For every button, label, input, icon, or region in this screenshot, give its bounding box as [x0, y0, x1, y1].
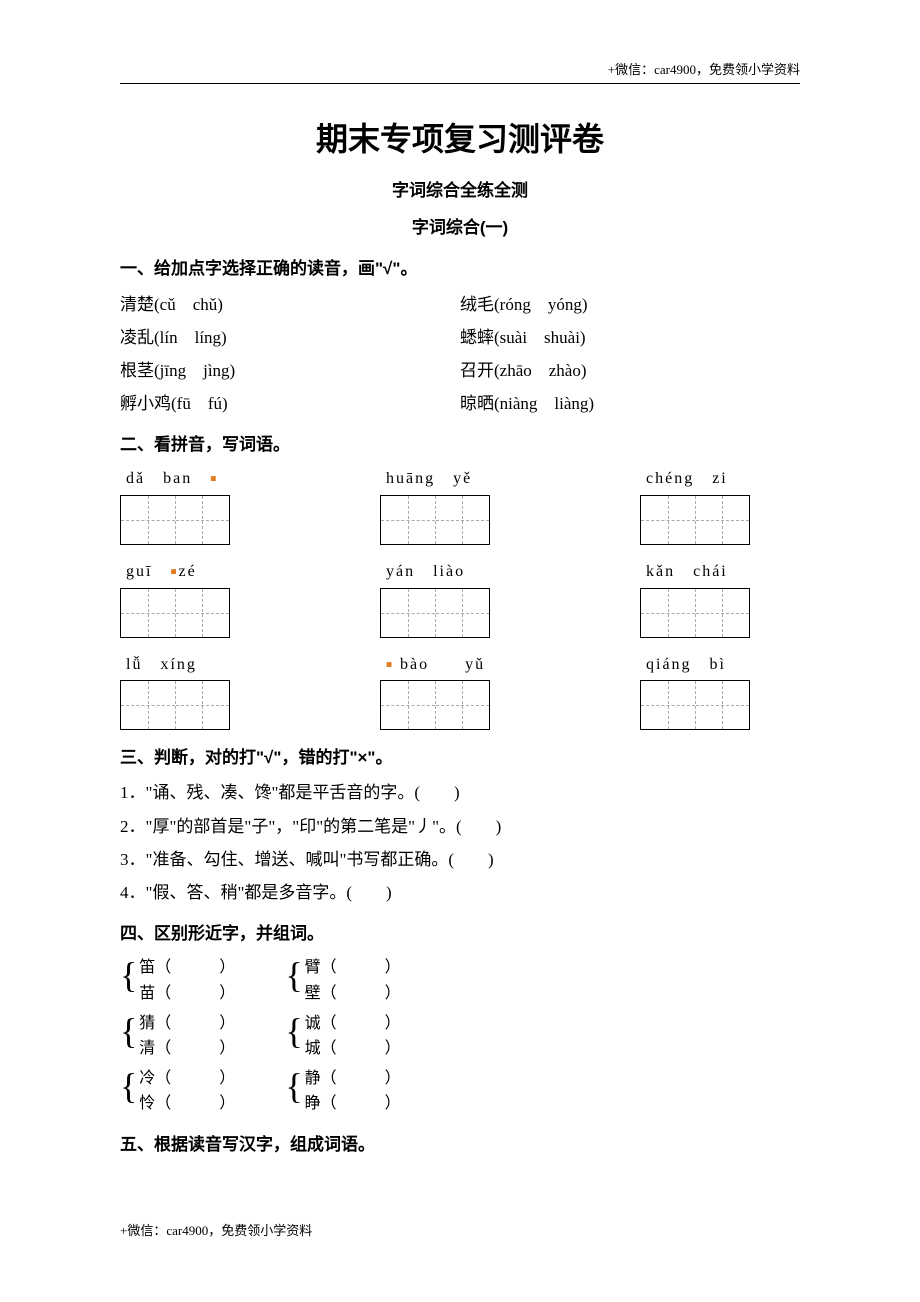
pinyin-label: yán liào — [380, 559, 540, 585]
worksheet-page: +微信：car4900，免费领小学资料 期末专项复习测评卷 字词综合全练全测 字… — [0, 0, 920, 1206]
q4-word: 壁（ ） — [305, 981, 401, 1007]
q4-row: { 冷（ ） 怜（ ） { 静（ ） 睁（ ） — [120, 1066, 800, 1117]
pinyin-label: kǎn chái — [640, 559, 800, 585]
section-5-heading: 五、根据读音写汉字，组成词语。 — [120, 1131, 800, 1158]
q4-group: { 诚（ ） 城（ ） — [285, 1011, 400, 1062]
writing-box[interactable] — [120, 588, 230, 638]
pinyin-row: dǎ ban ■ huāng yě chéng zi — [120, 466, 800, 545]
pinyin-item: ■ bào yǔ — [380, 652, 540, 731]
q4-group: { 猜（ ） 清（ ） — [120, 1011, 235, 1062]
q4-group: { 臂（ ） 壁（ ） — [285, 955, 400, 1006]
q4-word: 怜（ ） — [139, 1091, 235, 1117]
q1-item: 蟋蟀(suài shuài) — [460, 324, 800, 351]
writing-box[interactable] — [120, 680, 230, 730]
q4-word: 笛（ ） — [139, 955, 235, 981]
section-1-heading: 一、给加点字选择正确的读音，画"√"。 — [120, 255, 800, 282]
section-4-heading: 四、区别形近字，并组词。 — [120, 920, 800, 947]
q4-group: { 静（ ） 睁（ ） — [285, 1066, 400, 1117]
brace-icon: { — [120, 955, 137, 1006]
pinyin-row: lǚ xíng ■ bào yǔ qiáng bì — [120, 652, 800, 731]
writing-box[interactable] — [380, 588, 490, 638]
pinyin-label: huāng yě — [380, 466, 540, 492]
writing-box[interactable] — [640, 588, 750, 638]
brace-icon: { — [285, 1066, 302, 1117]
pinyin-label: ■ bào yǔ — [380, 652, 540, 678]
main-title: 期末专项复习测评卷 — [120, 114, 800, 165]
pinyin-item: chéng zi — [640, 466, 800, 545]
q1-item: 绒毛(róng yóng) — [460, 291, 800, 318]
writing-box[interactable] — [640, 495, 750, 545]
q4-word: 清（ ） — [139, 1036, 235, 1062]
q1-item: 根茎(jīng jìng) — [120, 357, 460, 384]
q1-item: 召开(zhāo zhào) — [460, 357, 800, 384]
pinyin-item: qiáng bì — [640, 652, 800, 731]
section-1-body: 清楚(cǔ chǔ)绒毛(róng yóng) 凌乱(lín líng)蟋蟀(s… — [120, 291, 800, 418]
header-note: +微信：car4900，免费领小学资料 — [120, 60, 800, 84]
brace-icon: { — [120, 1066, 137, 1117]
q3-item: 1．"诵、残、凑、馋"都是平舌音的字。( ) — [120, 779, 800, 806]
writing-box[interactable] — [380, 680, 490, 730]
pinyin-label: guī ■zé — [120, 559, 280, 585]
q3-item: 2．"厚"的部首是"子"，"印"的第二笔是"丿"。( ) — [120, 813, 800, 840]
q4-word: 城（ ） — [305, 1036, 401, 1062]
q1-item: 清楚(cǔ chǔ) — [120, 291, 460, 318]
writing-box[interactable] — [380, 495, 490, 545]
pinyin-item: yán liào — [380, 559, 540, 638]
q4-word: 臂（ ） — [305, 955, 401, 981]
dot-icon: ■ — [386, 659, 394, 670]
pinyin-label: lǚ xíng — [120, 652, 280, 678]
q4-group: { 笛（ ） 苗（ ） — [120, 955, 235, 1006]
q1-item: 孵小鸡(fū fú) — [120, 390, 460, 417]
footer-note: +微信：car4900，免费领小学资料 — [120, 1221, 312, 1242]
q4-word: 静（ ） — [305, 1066, 401, 1092]
brace-icon: { — [285, 955, 302, 1006]
section-3-heading: 三、判断，对的打"√"，错的打"×"。 — [120, 744, 800, 771]
pinyin-label: chéng zi — [640, 466, 800, 492]
subtitle-2: 字词综合(一) — [120, 214, 800, 241]
pinyin-item: guī ■zé — [120, 559, 280, 638]
q3-item: 3．"准备、勾住、增送、喊叫"书写都正确。( ) — [120, 846, 800, 873]
pinyin-item: dǎ ban ■ — [120, 466, 280, 545]
pinyin-label: dǎ ban ■ — [120, 466, 280, 492]
q4-word: 苗（ ） — [139, 981, 235, 1007]
pinyin-item: kǎn chái — [640, 559, 800, 638]
writing-box[interactable] — [120, 495, 230, 545]
pinyin-label: qiáng bì — [640, 652, 800, 678]
q4-word: 猜（ ） — [139, 1011, 235, 1037]
section-2-heading: 二、看拼音，写词语。 — [120, 431, 800, 458]
subtitle-1: 字词综合全练全测 — [120, 177, 800, 204]
q3-item: 4．"假、答、稍"都是多音字。( ) — [120, 879, 800, 906]
q4-word: 冷（ ） — [139, 1066, 235, 1092]
q4-row: { 猜（ ） 清（ ） { 诚（ ） 城（ ） — [120, 1011, 800, 1062]
q4-row: { 笛（ ） 苗（ ） { 臂（ ） 壁（ ） — [120, 955, 800, 1006]
brace-icon: { — [285, 1011, 302, 1062]
pinyin-row: guī ■zé yán liào kǎn chái — [120, 559, 800, 638]
writing-box[interactable] — [640, 680, 750, 730]
dot-icon: ■ — [210, 474, 218, 485]
pinyin-item: lǚ xíng — [120, 652, 280, 731]
q4-group: { 冷（ ） 怜（ ） — [120, 1066, 235, 1117]
q4-word: 诚（ ） — [305, 1011, 401, 1037]
dot-icon: ■ — [170, 566, 178, 577]
q1-item: 凌乱(lín líng) — [120, 324, 460, 351]
pinyin-item: huāng yě — [380, 466, 540, 545]
q1-item: 晾晒(niàng liàng) — [460, 390, 800, 417]
brace-icon: { — [120, 1011, 137, 1062]
q4-word: 睁（ ） — [305, 1091, 401, 1117]
